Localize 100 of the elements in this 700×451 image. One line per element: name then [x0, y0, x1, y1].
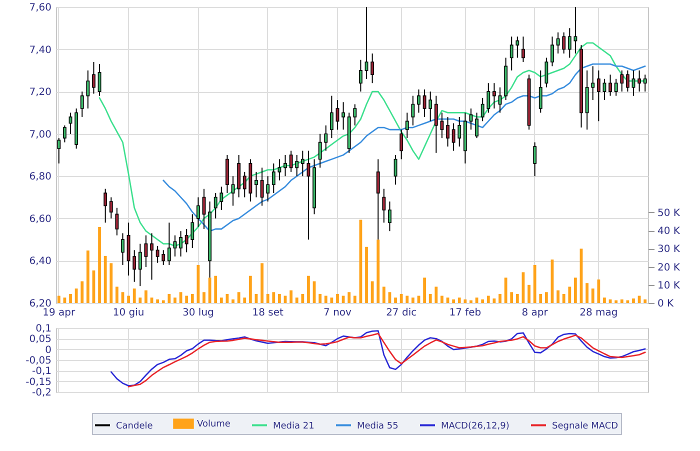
bar: [266, 294, 270, 303]
bar: [127, 296, 130, 303]
bar: [162, 300, 165, 303]
candlestick: [388, 201, 392, 232]
candlestick: [144, 234, 148, 268]
bar: [86, 250, 90, 303]
candlestick: [184, 228, 188, 253]
bar: [516, 294, 519, 303]
candlestick: [242, 171, 246, 198]
bar: [98, 226, 101, 303]
candlestick: [156, 245, 160, 264]
y-tick-label: 6,40: [29, 256, 52, 268]
candlestick: [167, 222, 171, 266]
candlestick: [57, 138, 61, 164]
y2-tick-label: 0 K: [658, 298, 674, 310]
candlestick: [115, 207, 119, 236]
bar: [237, 292, 240, 303]
bar: [406, 296, 409, 303]
candlestick: [533, 142, 537, 177]
bar: [214, 276, 218, 303]
candlestick: [342, 102, 345, 130]
candlestick: [591, 66, 595, 101]
candlestick: [364, 6, 368, 80]
candlestick: [330, 95, 334, 139]
bar: [556, 290, 560, 303]
candlestick: [428, 91, 432, 122]
x-tick-label: 8 apr: [522, 308, 549, 318]
y-tick-label: -0,05: [26, 356, 52, 366]
bar: [492, 298, 496, 303]
bar: [370, 281, 374, 303]
y-tick-label: 0,1: [36, 324, 52, 334]
candlestick: [98, 64, 102, 96]
bar: [591, 288, 594, 303]
bar: [539, 294, 542, 303]
bar: [597, 279, 600, 303]
candlestick: [602, 78, 606, 101]
x-tick-label: 17 feb: [449, 308, 482, 318]
candlestick: [196, 196, 200, 228]
bar: [190, 294, 194, 303]
bar: [470, 300, 472, 303]
candlestick: [179, 230, 182, 257]
candlestick: [614, 78, 618, 96]
y-tick-label: -0,2: [32, 388, 52, 398]
bar: [586, 283, 589, 303]
bar: [185, 296, 188, 303]
candlestick: [300, 150, 304, 177]
y2-tick-label: 10 K: [658, 280, 680, 292]
bar: [348, 292, 351, 303]
candlestick: [370, 53, 374, 84]
bar: [174, 298, 176, 303]
candlestick: [162, 250, 166, 266]
candlestick: [480, 97, 484, 122]
bar: [620, 299, 624, 303]
legend-label: MACD(26,12,9): [441, 421, 510, 432]
bar: [481, 299, 484, 303]
bar: [533, 264, 536, 303]
bar: [138, 298, 142, 303]
candlestick: [596, 70, 600, 122]
candlestick: [643, 74, 647, 92]
bar: [423, 278, 426, 303]
candlestick: [86, 70, 90, 109]
bar: [464, 299, 467, 303]
bar: [168, 294, 171, 303]
legend-label: Media 55: [357, 421, 398, 432]
bar: [278, 294, 281, 303]
candlestick: [284, 154, 287, 177]
candlestick: [336, 100, 340, 130]
x-tick-label: 7 nov: [324, 308, 352, 318]
x-tick-label: 19 apr: [42, 308, 76, 318]
candlestick: [522, 36, 525, 62]
legend-label: Media 21: [273, 421, 314, 432]
bar: [632, 298, 635, 303]
bar: [272, 292, 276, 303]
candlestick: [231, 176, 235, 206]
x-tick-label: 27 dic: [386, 308, 417, 318]
candlestick: [80, 91, 84, 118]
candlestick: [150, 232, 154, 280]
candlestick: [492, 82, 496, 109]
candlestick: [422, 88, 426, 118]
candlestick: [544, 57, 548, 88]
candlestick: [138, 243, 142, 287]
candlestick: [486, 82, 490, 114]
bar: [458, 298, 461, 303]
candlestick: [278, 158, 282, 181]
line-series: [162, 63, 646, 232]
candlestick: [104, 188, 108, 224]
candlestick: [550, 36, 554, 67]
bar: [400, 294, 403, 303]
bar: [196, 264, 200, 303]
bar: [365, 246, 368, 303]
bar: [57, 296, 60, 303]
y2-tick-label: 50 K: [658, 208, 680, 219]
bar: [510, 292, 514, 303]
bar: [376, 240, 380, 303]
bar: [232, 299, 234, 303]
bar: [574, 278, 577, 303]
candlestick: [254, 171, 258, 198]
bar: [562, 294, 566, 303]
legend-label: Volume: [197, 420, 231, 430]
y-tick-label: 6,20: [29, 298, 52, 310]
